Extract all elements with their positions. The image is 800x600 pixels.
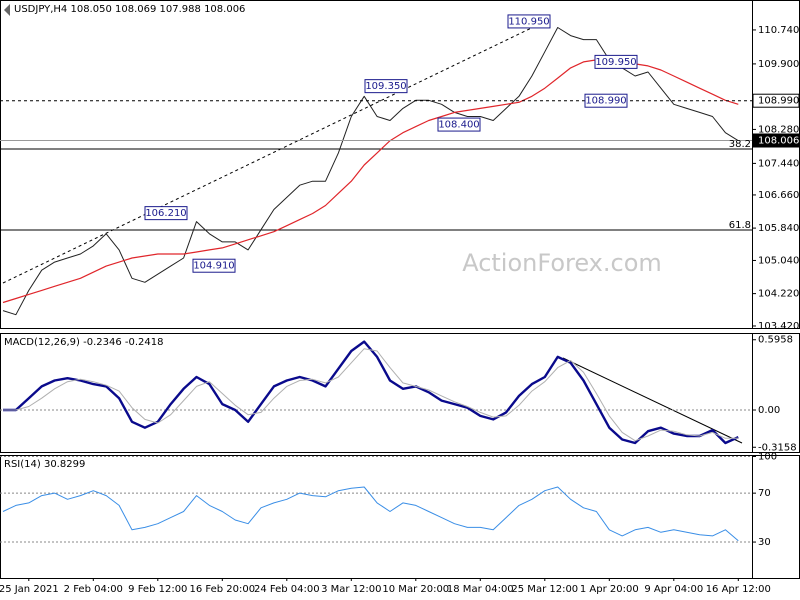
y-tick-label: 110.740 [758, 25, 799, 36]
x-tick-label: 16 Apr 12:00 [706, 584, 771, 595]
level-label: 108.990 [758, 96, 799, 107]
y-tick-label: 107.440 [758, 158, 799, 169]
x-tick-label: 9 Feb 12:00 [128, 584, 187, 595]
y-tick-label: 109.900 [758, 59, 799, 70]
macd-trendline [562, 357, 743, 444]
series-line [2, 486, 739, 542]
series-line [3, 340, 739, 445]
y-tick-label: 0.5958 [758, 335, 793, 346]
annotation-box [594, 54, 638, 69]
y-tick-label: 105.040 [758, 255, 799, 266]
trendline [2, 19, 549, 284]
annotation-box [437, 117, 481, 132]
panel-title: MACD(12,26,9) -0.2346 -0.2418 [4, 337, 164, 348]
x-tick-label: 24 Feb 04:00 [254, 584, 320, 595]
x-tick-label: 16 Feb 20:00 [189, 584, 255, 595]
annotation-box [584, 93, 628, 108]
annotation-label: 108.400 [438, 120, 479, 131]
annotation-label: 106.210 [145, 208, 186, 219]
level-label: 108.006 [758, 136, 799, 147]
annotation-label: 109.950 [595, 57, 636, 68]
y-tick-label: 106.660 [758, 190, 799, 201]
x-tick-label: 9 Apr 04:00 [644, 584, 703, 595]
y-tick-label: -0.3158 [758, 442, 797, 453]
annotation-box [364, 79, 408, 94]
level-label-box [752, 93, 800, 108]
panel-title: RSI(14) 30.8299 [4, 459, 85, 470]
annotation-label: 104.910 [193, 261, 234, 272]
x-tick-label: 3 Mar 12:00 [321, 584, 381, 595]
x-tick-label: 25 Jan 2021 [0, 584, 59, 595]
panel-title: USDJPY,H4 108.050 108.069 107.988 108.00… [14, 4, 245, 15]
y-tick-label: 105.840 [758, 223, 799, 234]
annotation-box [144, 206, 188, 221]
y-tick-label: 70 [758, 488, 771, 499]
annotation-box [192, 258, 236, 273]
y-tick-label: 30 [758, 537, 771, 548]
x-tick-label: 1 Apr 20:00 [580, 584, 639, 595]
annotation-label: 108.990 [585, 96, 626, 107]
y-tick-label: 108.280 [758, 124, 799, 135]
annotation-box [507, 14, 551, 29]
y-tick-label: 0.00 [758, 405, 780, 416]
watermark: ActionForex.com [462, 249, 662, 277]
y-tick-label: 103.420 [758, 321, 799, 332]
y-tick-label: 104.220 [758, 289, 799, 300]
annotation-label: 110.950 [508, 16, 549, 27]
fib-label: 61.8 [729, 220, 751, 231]
x-tick-label: 10 Mar 20:00 [382, 584, 449, 595]
x-tick-label: 25 Mar 12:00 [511, 584, 578, 595]
x-tick-label: 2 Feb 04:00 [64, 584, 123, 595]
symbol-icon [4, 4, 10, 16]
level-label-box [752, 133, 800, 148]
annotation-label: 109.350 [365, 81, 406, 92]
fib-label: 38.2 [729, 139, 751, 150]
y-tick-label: 100 [758, 451, 777, 462]
x-tick-label: 18 Mar 04:00 [447, 584, 514, 595]
series-line [3, 348, 739, 442]
